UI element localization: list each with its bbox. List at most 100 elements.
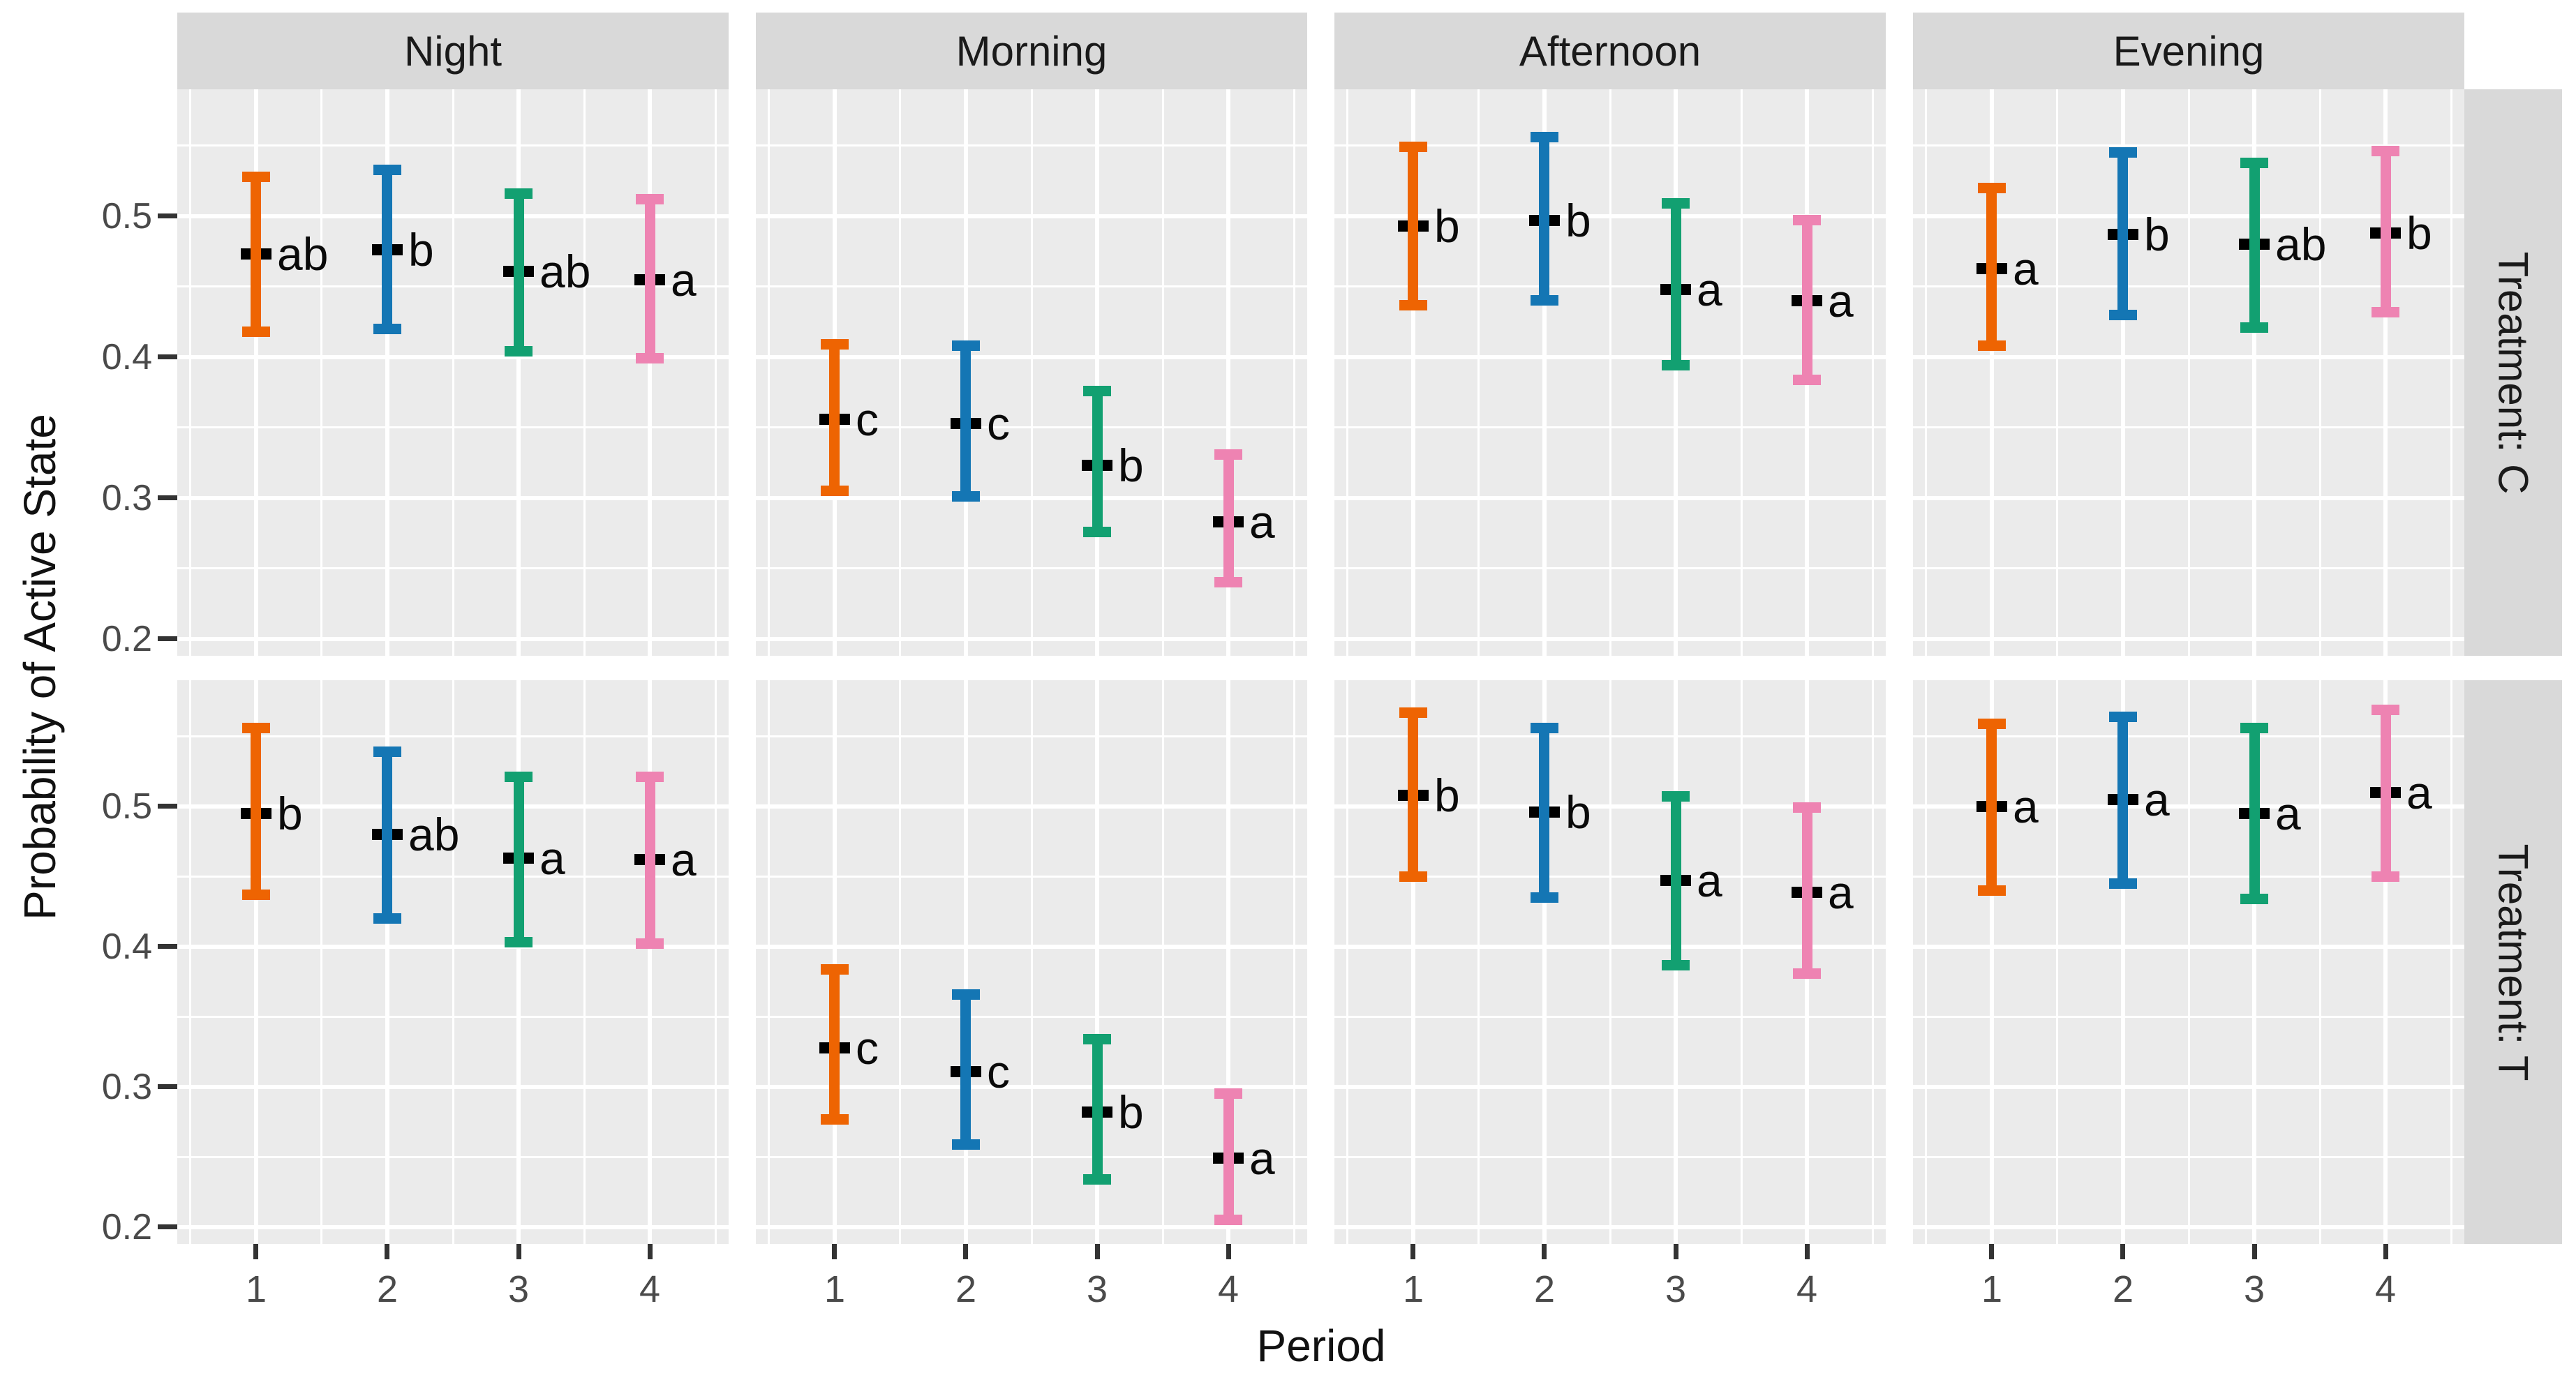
- errorbar-cap-lower: [505, 937, 533, 947]
- gridline-minor-v: [1741, 89, 1743, 656]
- errorbar-cap-upper: [1793, 215, 1821, 225]
- errorbar-cap-lower: [2109, 878, 2137, 889]
- x-tick-label: 4: [2374, 1268, 2397, 1310]
- gridline-minor-v: [768, 680, 770, 1244]
- errorbar-cap-lower: [1214, 1215, 1242, 1225]
- errorbar-stroke-period-4: [645, 200, 655, 359]
- errorbar-cap-lower: [2109, 310, 2137, 320]
- errorbar-stroke-period-4: [1802, 808, 1812, 973]
- x-tick-mark: [1095, 1244, 1100, 1259]
- gridline-minor-v: [899, 89, 901, 656]
- gridline-minor-v: [1346, 89, 1348, 656]
- significance-letter: ab: [277, 228, 329, 280]
- gridline-minor-v: [2188, 89, 2190, 656]
- gridline-major-v: [385, 89, 389, 656]
- errorbar-cap-lower: [636, 938, 664, 949]
- errorbar-stroke-period-1: [1986, 188, 1997, 345]
- errorbar-cap-lower: [821, 486, 849, 496]
- errorbar-stroke-period-1: [1986, 723, 1997, 890]
- significance-letter: a: [671, 254, 697, 306]
- errorbar-stroke-period-2: [2117, 716, 2128, 883]
- gridline-major-h: [1913, 355, 2464, 359]
- errorbar-cap-lower: [1793, 375, 1821, 385]
- y-tick-mark: [158, 1084, 177, 1089]
- errorbar-cap-upper: [1399, 142, 1427, 152]
- errorbar-stroke-period-4: [2381, 710, 2391, 876]
- gridline-major-h: [1913, 214, 2464, 218]
- gridline-minor-v: [768, 89, 770, 656]
- errorbar-cap-upper: [2240, 158, 2268, 168]
- gridline-major-v: [833, 680, 837, 1244]
- gridline-major-h: [1334, 355, 1886, 359]
- errorbar-cap-upper: [2109, 147, 2137, 158]
- gridline-minor-v: [1031, 89, 1033, 656]
- errorbar-cap-upper: [952, 989, 980, 1000]
- gridline-minor-v: [320, 680, 322, 1244]
- errorbar-cap-upper: [821, 339, 849, 350]
- gridline-major-h: [177, 1085, 729, 1089]
- x-tick-label: 1: [824, 1268, 846, 1310]
- gridline-major-v: [1990, 680, 1994, 1244]
- facet-strip-treatment-t: Treatment: T: [2464, 680, 2562, 1244]
- errorbar-stroke-period-3: [1671, 797, 1681, 965]
- gridline-major-h: [177, 637, 729, 641]
- gridline-major-v: [1095, 89, 1099, 656]
- gridline-major-h: [1913, 1225, 2464, 1229]
- gridline-major-h: [756, 214, 1307, 218]
- gridline-major-v: [1411, 89, 1415, 656]
- gridline-minor-v: [583, 89, 586, 656]
- y-tick-label: 0.5: [101, 196, 152, 237]
- errorbar-cap-lower: [952, 1139, 980, 1150]
- gridline-major-h: [1913, 496, 2464, 500]
- errorbar-cap-upper: [505, 772, 533, 782]
- gridline-major-h: [1913, 1085, 2464, 1089]
- gridline-minor-v: [1925, 680, 1927, 1244]
- gridline-minor-v: [583, 680, 586, 1244]
- panel-morning-c: c c b a: [756, 89, 1307, 656]
- y-tick-mark: [158, 213, 177, 218]
- errorbar-stroke-period-2: [960, 994, 971, 1144]
- errorbar-stroke-period-3: [2249, 163, 2260, 327]
- errorbar-cap-lower: [242, 327, 270, 337]
- errorbar-stroke-period-4: [645, 777, 655, 944]
- x-tick-mark: [648, 1244, 653, 1259]
- gridline-major-v: [2121, 89, 2125, 656]
- gridline-major-v: [385, 680, 389, 1244]
- facet-strip-label: Afternoon: [1519, 27, 1702, 75]
- gridline-minor-v: [1872, 680, 1874, 1244]
- gridline-major-v: [516, 89, 521, 656]
- panel-afternoon-c: b b a a: [1334, 89, 1886, 656]
- gridline-major-h: [756, 355, 1307, 359]
- errorbar-stroke-period-3: [2249, 728, 2260, 899]
- y-tick-label: 0.5: [101, 786, 152, 827]
- gridline-major-v: [516, 680, 521, 1244]
- errorbar-cap-lower: [1531, 892, 1558, 903]
- errorbar-stroke-period-1: [1408, 147, 1418, 305]
- y-tick-mark: [158, 354, 177, 359]
- errorbar-cap-upper: [1662, 791, 1690, 802]
- errorbar-cap-upper: [242, 172, 270, 182]
- facet-strip-night: Night: [177, 13, 729, 89]
- gridline-minor-v: [189, 680, 191, 1244]
- errorbar-stroke-period-3: [514, 777, 524, 943]
- x-tick-label: 4: [1217, 1268, 1239, 1310]
- errorbar-cap-upper: [636, 772, 664, 782]
- gridline-major-h: [756, 945, 1307, 949]
- errorbar-cap-upper: [1978, 183, 2006, 193]
- x-tick-label: 1: [1981, 1268, 2003, 1310]
- facet-strip-label: Night: [403, 27, 502, 75]
- gridline-minor-v: [1477, 89, 1480, 656]
- errorbar-cap-upper: [2109, 712, 2137, 722]
- errorbar-stroke-period-3: [1092, 391, 1103, 532]
- gridline-major-v: [1542, 680, 1547, 1244]
- facet-strip-treatment-c: Treatment: C: [2464, 89, 2562, 656]
- gridline-minor-v: [2056, 680, 2058, 1244]
- x-tick-mark: [1805, 1244, 1810, 1259]
- gridline-major-h: [1334, 637, 1886, 641]
- x-tick-label: 2: [1533, 1268, 1556, 1310]
- gridline-major-h: [1334, 945, 1886, 949]
- errorbar-stroke-period-1: [251, 177, 261, 331]
- gridline-minor-v: [189, 89, 191, 656]
- errorbar-cap-lower: [1214, 577, 1242, 587]
- x-tick-label: 2: [955, 1268, 977, 1310]
